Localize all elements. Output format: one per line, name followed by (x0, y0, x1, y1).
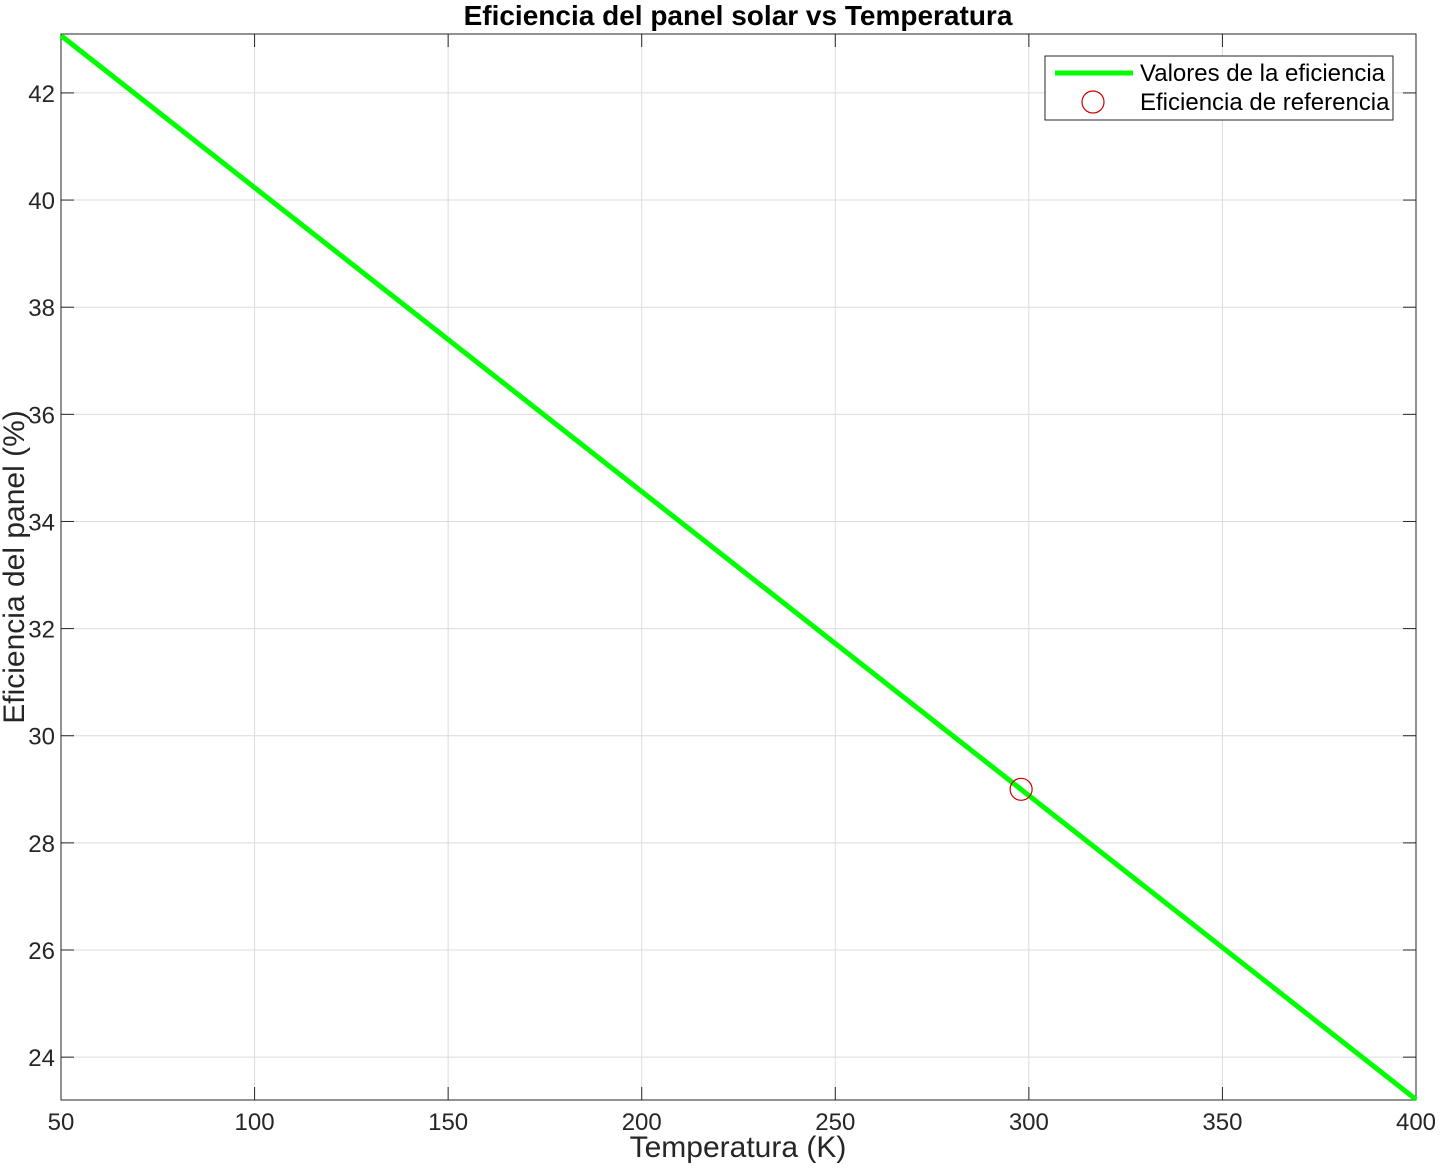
plot-area (59, 33, 1418, 1102)
y-tick-label: 40 (28, 188, 55, 215)
y-tick-label: 30 (28, 724, 55, 751)
legend: Valores de la eficiencia Eficiencia de r… (1044, 55, 1394, 121)
x-tick-label: 150 (428, 1109, 468, 1136)
legend-box (1044, 55, 1394, 121)
y-tick-label: 34 (28, 509, 55, 536)
y-tick-label: 26 (28, 938, 55, 965)
x-tick-label: 250 (815, 1109, 855, 1136)
x-tick-label: 100 (235, 1109, 275, 1136)
x-tick-label: 400 (1396, 1109, 1436, 1136)
y-tick-label: 32 (28, 617, 55, 644)
y-tick-label: 24 (28, 1045, 55, 1072)
x-tick-label: 300 (1009, 1109, 1049, 1136)
tick-labels: 50 100 150 200 250 300 350 400 24 26 28 30 32 34 36 38 4… (28, 81, 1436, 1136)
axes-box (60, 33, 1417, 1101)
axes (60, 33, 1417, 1101)
reference-point-marker (1009, 777, 1033, 801)
x-axis-label: Temperatura (K) (630, 1131, 847, 1164)
legend-entry-referencia: Eficiencia de referencia (1140, 89, 1390, 116)
y-tick-label: 38 (28, 295, 55, 322)
grid (60, 34, 1417, 1100)
x-tick-label: 50 (48, 1109, 75, 1136)
legend-circle-marker-icon (1081, 90, 1105, 114)
x-tick-label: 350 (1202, 1109, 1242, 1136)
y-axis-label: Eficiencia del panel (%) (0, 410, 31, 724)
legend-entry-eficiencia: Valores de la eficiencia (1140, 60, 1386, 87)
y-tick-label: 28 (28, 831, 55, 858)
y-tick-label: 36 (28, 402, 55, 429)
y-tick-label: 42 (28, 81, 55, 108)
x-tick-label: 200 (622, 1109, 662, 1136)
chart-title: Eficiencia del panel solar vs Temperatur… (464, 0, 1013, 31)
series-line-eficiencia (59, 33, 1418, 1102)
